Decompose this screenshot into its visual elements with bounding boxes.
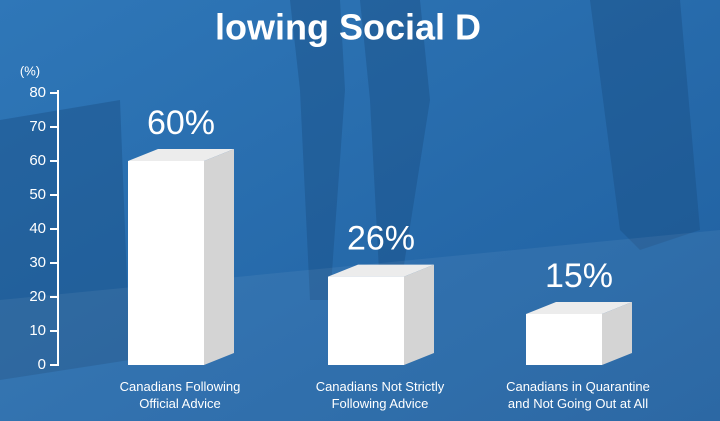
value-label: 15%	[545, 257, 613, 295]
y-tick-label: 50	[29, 186, 46, 203]
x-tick-label: Canadians in Quarantine and Not Going Out…	[506, 379, 650, 411]
x-tick-label: Canadians Not Strictly Following Advice	[316, 379, 445, 411]
bar	[328, 276, 404, 365]
bar-top	[128, 149, 234, 161]
bar	[526, 314, 602, 365]
bar-side	[404, 264, 434, 365]
y-tick-label: 10	[29, 322, 46, 339]
background-figures	[0, 0, 700, 380]
value-label: 26%	[347, 220, 415, 258]
x-tick-label: Canadians Following Official Advice	[120, 379, 241, 411]
y-tick-label: 80	[29, 84, 46, 101]
bar-top	[328, 264, 434, 277]
y-tick-label: 60	[29, 152, 46, 169]
value-label: 60%	[147, 104, 215, 142]
y-tick-label: 30	[29, 254, 46, 271]
y-tick-label: 0	[38, 356, 46, 373]
bar	[128, 161, 204, 365]
y-tick-label: 40	[29, 220, 46, 237]
bar-top	[526, 302, 632, 314]
bar-side	[204, 149, 234, 365]
y-tick-label: 20	[29, 288, 46, 305]
bar-side	[602, 302, 632, 365]
y-tick-label: 70	[29, 118, 46, 135]
y-axis-label: (%)	[20, 63, 40, 78]
chart-title: lowing Social D	[215, 7, 481, 48]
